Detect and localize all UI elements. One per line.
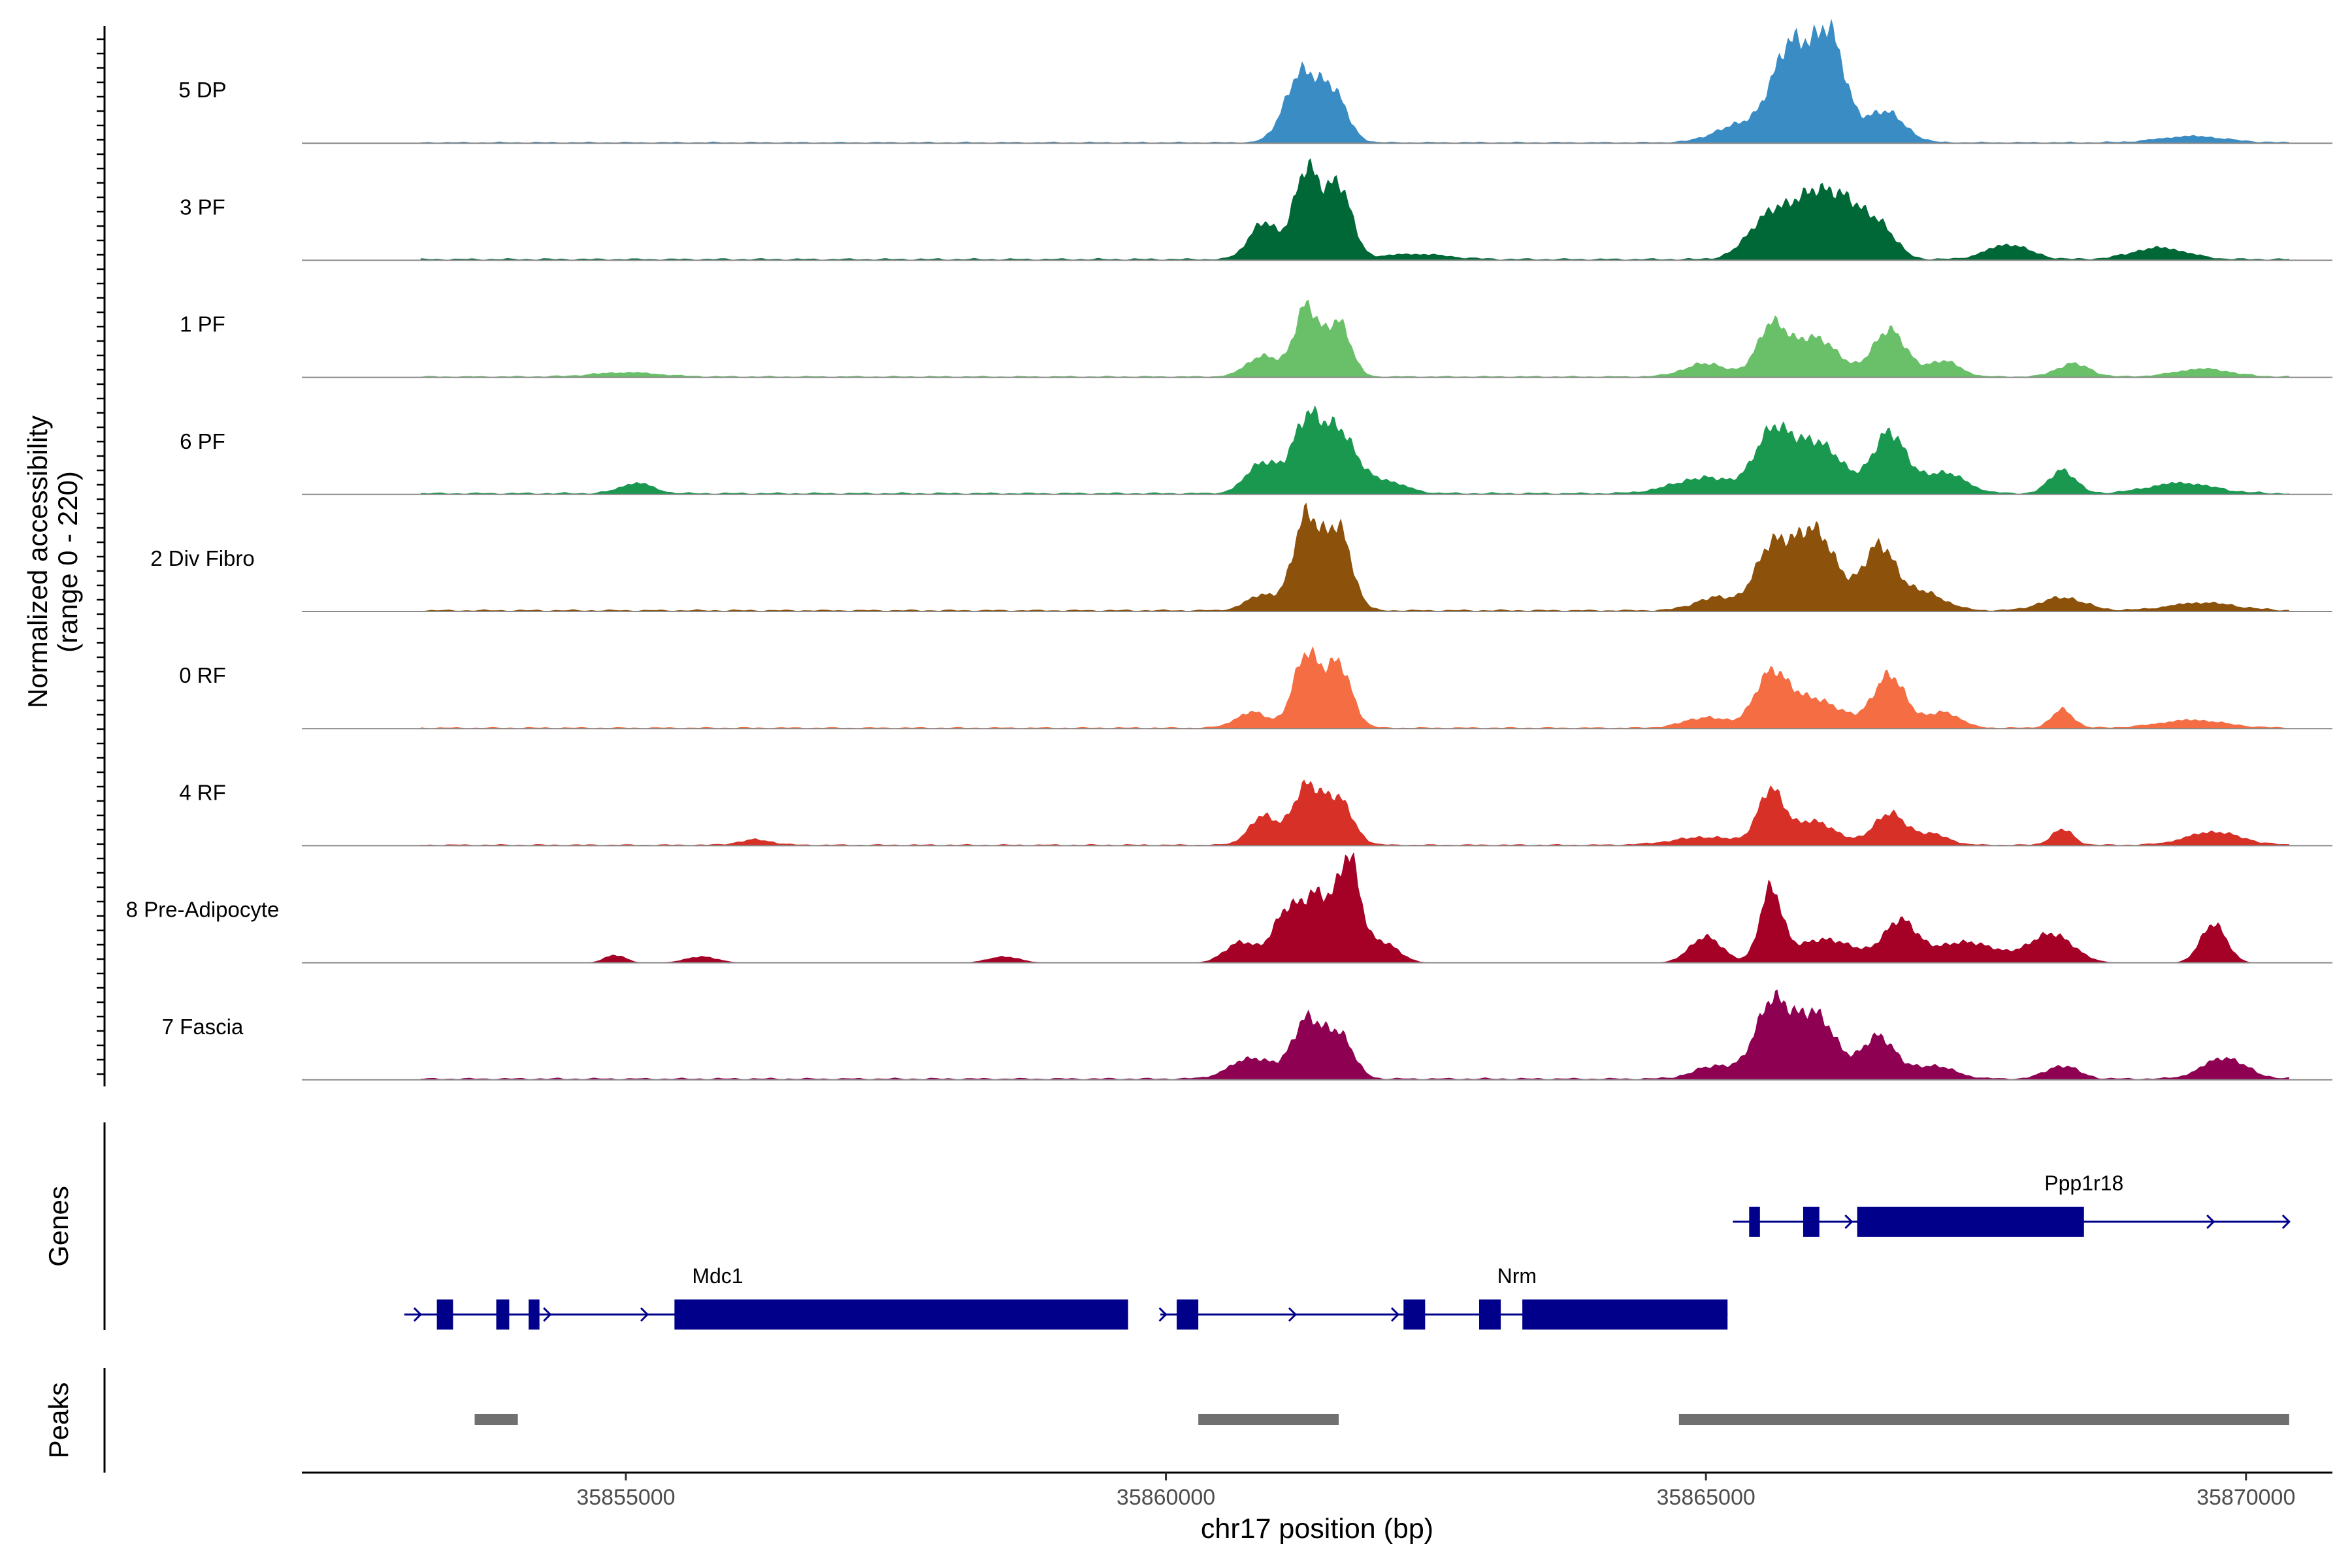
y-axis-label-line2: (range 0 - 220) bbox=[52, 471, 83, 653]
gene-label: Mdc1 bbox=[692, 1264, 743, 1288]
gene-exon bbox=[1857, 1207, 2084, 1237]
peak-region bbox=[1198, 1414, 1339, 1425]
gene-label: Ppp1r18 bbox=[2044, 1171, 2123, 1195]
gene-exon bbox=[1177, 1299, 1199, 1330]
genes-panel-label: Genes bbox=[43, 1186, 74, 1267]
x-tick-label: 35865000 bbox=[1657, 1485, 1756, 1510]
x-axis-title: chr17 position (bp) bbox=[1201, 1513, 1433, 1544]
track-label: 0 RF bbox=[179, 663, 226, 687]
track-label: 4 RF bbox=[179, 780, 226, 804]
strand-arrow bbox=[1158, 1307, 1168, 1322]
strand-arrow bbox=[640, 1307, 649, 1322]
strand-arrow bbox=[1288, 1307, 1298, 1322]
x-tick-label: 35855000 bbox=[576, 1485, 675, 1510]
coverage-area bbox=[420, 405, 2289, 495]
y-axis-label-line1: Normalized accessibility bbox=[22, 416, 53, 708]
coverage-area bbox=[420, 989, 2289, 1080]
gene-exon bbox=[1403, 1299, 1426, 1330]
peaks-panel: Peaks bbox=[43, 1368, 2289, 1473]
track-2-div-fibro: 2 Div Fibro bbox=[150, 502, 2332, 612]
accessibility-axis bbox=[97, 26, 106, 1086]
coverage-area bbox=[420, 299, 2289, 378]
track-8-pre-adipocyte: 8 Pre-Adipocyte bbox=[126, 852, 2332, 964]
peak-region bbox=[1678, 1414, 2289, 1425]
gene-exon bbox=[529, 1299, 540, 1330]
track-5-dp: 5 DP bbox=[178, 18, 2332, 144]
gene-exon bbox=[496, 1299, 510, 1330]
gene-exon bbox=[1478, 1299, 1501, 1330]
gene-label: Nrm bbox=[1497, 1264, 1537, 1288]
genes-panel: Genes Mdc1 Nrm Ppp1r18 bbox=[43, 1122, 2291, 1330]
track-3-pf: 3 PF bbox=[180, 158, 2332, 261]
track-label: 5 DP bbox=[178, 78, 226, 102]
x-axis: 35855000 35860000 35865000 35870000 bbox=[302, 1471, 2332, 1510]
track-label: 7 Fascia bbox=[162, 1015, 244, 1039]
coverage-area bbox=[420, 646, 2289, 729]
gene-nrm: Nrm bbox=[1158, 1264, 1728, 1330]
gene-ppp1r18: Ppp1r18 bbox=[1733, 1171, 2291, 1237]
track-7-fascia: 7 Fascia bbox=[162, 989, 2332, 1081]
gene-exon bbox=[1749, 1207, 1760, 1237]
x-tick-label: 35870000 bbox=[2197, 1485, 2295, 1510]
coverage-area bbox=[420, 18, 2289, 144]
track-0-rf: 0 RF bbox=[179, 646, 2332, 730]
gene-exon bbox=[1522, 1299, 1728, 1330]
strand-arrow bbox=[543, 1307, 552, 1322]
coverage-area bbox=[420, 852, 2289, 963]
coverage-area bbox=[420, 779, 2289, 846]
track-label: 2 Div Fibro bbox=[150, 546, 255, 570]
track-label: 6 PF bbox=[180, 429, 225, 453]
strand-arrow bbox=[413, 1307, 422, 1322]
track-label: 1 PF bbox=[180, 312, 225, 336]
x-tick-label: 35860000 bbox=[1117, 1485, 1215, 1510]
gene-exon bbox=[436, 1299, 453, 1330]
track-4-rf: 4 RF bbox=[179, 779, 2332, 847]
peak-region bbox=[474, 1414, 518, 1425]
peaks-panel-label: Peaks bbox=[43, 1382, 74, 1459]
track-label: 8 Pre-Adipocyte bbox=[126, 898, 280, 922]
strand-arrow bbox=[1844, 1214, 1854, 1230]
strand-arrow bbox=[2281, 1214, 2291, 1230]
gene-mdc1: Mdc1 bbox=[404, 1264, 1128, 1330]
gene-exon bbox=[1803, 1207, 1820, 1237]
strand-arrow bbox=[1390, 1307, 1400, 1322]
gene-models: Mdc1 Nrm Ppp1r18 bbox=[404, 1171, 2291, 1330]
strand-arrow bbox=[2206, 1214, 2215, 1230]
track-6-pf: 6 PF bbox=[180, 405, 2332, 495]
coverage-area bbox=[420, 502, 2289, 612]
strand-arrow bbox=[759, 1307, 768, 1322]
peak-regions bbox=[474, 1414, 2289, 1425]
coverage-tracks: 5 DP 3 PF 1 PF 6 PF 2 Div Fibro 0 RF 4 RF 8 Pre… bbox=[126, 18, 2332, 1081]
track-label: 3 PF bbox=[180, 195, 225, 219]
gene-exon bbox=[674, 1299, 1128, 1330]
coverage-area bbox=[420, 158, 2289, 261]
strand-arrow bbox=[867, 1307, 876, 1322]
track-1-pf: 1 PF bbox=[180, 299, 2332, 378]
